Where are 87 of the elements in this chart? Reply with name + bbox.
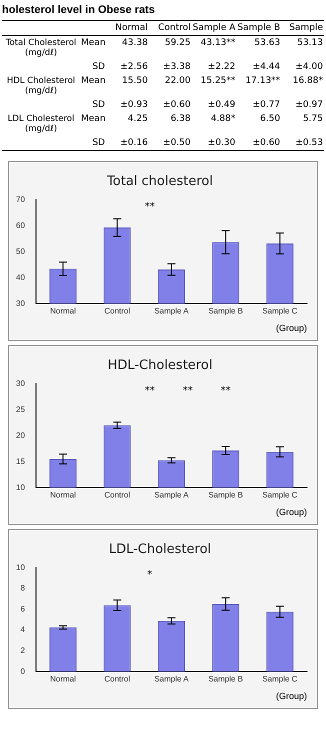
- text: 53.13: [296, 37, 324, 50]
- annotation: **: [220, 386, 231, 397]
- x-tick-label: Sample A: [154, 674, 190, 684]
- text: ±0.30: [206, 137, 236, 150]
- text: SD: [91, 137, 106, 150]
- x-tick-label: Control: [104, 306, 130, 316]
- text: ±0.77: [252, 99, 282, 112]
- y-tick-label: 50: [16, 246, 26, 256]
- y-tick-label: 25: [16, 404, 26, 414]
- y-tick-label: 30: [16, 298, 26, 308]
- x-tick-label: Sample A: [154, 306, 190, 316]
- text: 15.25**: [200, 75, 236, 88]
- annotation: **: [182, 386, 193, 397]
- text: 16.88*: [292, 75, 324, 88]
- text: Sample: [281, 21, 324, 36]
- text: Sample A: [192, 21, 236, 36]
- text: ±0.60: [162, 99, 192, 112]
- text: 6.50: [259, 113, 282, 126]
- x-axis-title: (Group): [276, 691, 307, 702]
- text: Total Cholesterol (mg/dℓ): [4, 37, 78, 60]
- y-tick-label: 0: [20, 666, 26, 676]
- text: ±0.93: [119, 99, 149, 112]
- text: ±0.50: [162, 137, 192, 150]
- text: holesterol level in Obese rats: [2, 4, 156, 16]
- text: 59.25: [164, 37, 192, 50]
- y-tick-label: 40: [16, 272, 26, 282]
- text: HDL Cholesterol (mg/dℓ): [6, 75, 76, 98]
- y-tick-label: 15: [16, 456, 26, 466]
- text: Mean: [80, 37, 106, 50]
- y-tick-label: 10: [16, 562, 26, 572]
- text: Mean: [80, 113, 106, 126]
- text: Control: [148, 21, 192, 36]
- x-tick-label: Sample B: [208, 674, 244, 684]
- text: Normal: [106, 21, 149, 36]
- text: SD: [91, 61, 106, 74]
- text: 17.13**: [244, 75, 282, 88]
- text: 4.88*: [210, 113, 236, 126]
- y-tick-label: 70: [16, 194, 26, 204]
- text: ±0.97: [294, 99, 324, 112]
- text: ±0.16: [119, 137, 149, 150]
- y-tick-label: 10: [16, 482, 26, 492]
- text: ±2.56: [119, 61, 149, 74]
- text: 15.50: [121, 75, 149, 88]
- text: 43.38: [121, 37, 149, 50]
- text: ±3.38: [162, 61, 192, 74]
- text: ±2.22: [206, 61, 236, 74]
- text: Mean: [80, 75, 106, 88]
- text: ±0.60: [252, 137, 282, 150]
- annotation: *: [147, 570, 152, 581]
- x-axis-title: (Group): [276, 323, 307, 334]
- y-tick-label: 6: [20, 604, 26, 614]
- x-tick-label: Normal: [50, 490, 76, 500]
- text: SD: [91, 99, 106, 112]
- text: 4.25: [126, 113, 149, 126]
- text: LDL Cholesterol (mg/dℓ): [6, 113, 76, 136]
- x-tick-label: Sample B: [208, 306, 244, 316]
- text: 22.00: [164, 75, 192, 88]
- y-tick-label: 30: [16, 378, 26, 388]
- y-tick-label: 8: [20, 584, 26, 593]
- chart-title: Total cholesterol: [106, 174, 213, 190]
- x-tick-label: Control: [104, 674, 130, 684]
- text: ±0.49: [206, 99, 236, 112]
- text: 5.75: [302, 113, 324, 126]
- chart-title: HDL-Cholesterol: [108, 358, 212, 374]
- x-tick-label: Normal: [50, 674, 76, 684]
- y-tick-label: 60: [16, 220, 26, 230]
- text: ±0.53: [294, 137, 324, 150]
- x-tick-label: Sample B: [208, 490, 244, 500]
- text: ±4.44: [252, 61, 282, 74]
- annotation: **: [144, 202, 155, 213]
- text: 53.63: [253, 37, 282, 50]
- y-tick-label: 4: [20, 625, 26, 634]
- x-tick-label: Control: [104, 490, 130, 500]
- chart-title: LDL-Cholesterol: [108, 542, 212, 558]
- x-tick-label: Sample C: [262, 674, 298, 684]
- x-tick-label: Sample C: [262, 306, 298, 316]
- x-tick-label: Sample C: [262, 490, 298, 500]
- text: ±4.00: [294, 61, 324, 74]
- y-tick-label: 2: [20, 646, 26, 656]
- text: Sample B: [236, 21, 282, 36]
- text: 43.13**: [200, 37, 236, 50]
- y-tick-label: 20: [16, 430, 26, 440]
- x-tick-label: Normal: [50, 306, 76, 316]
- x-tick-label: Sample A: [154, 490, 190, 500]
- annotation: **: [144, 386, 155, 397]
- text: 6.38: [170, 113, 192, 126]
- x-axis-title: (Group): [276, 507, 307, 518]
